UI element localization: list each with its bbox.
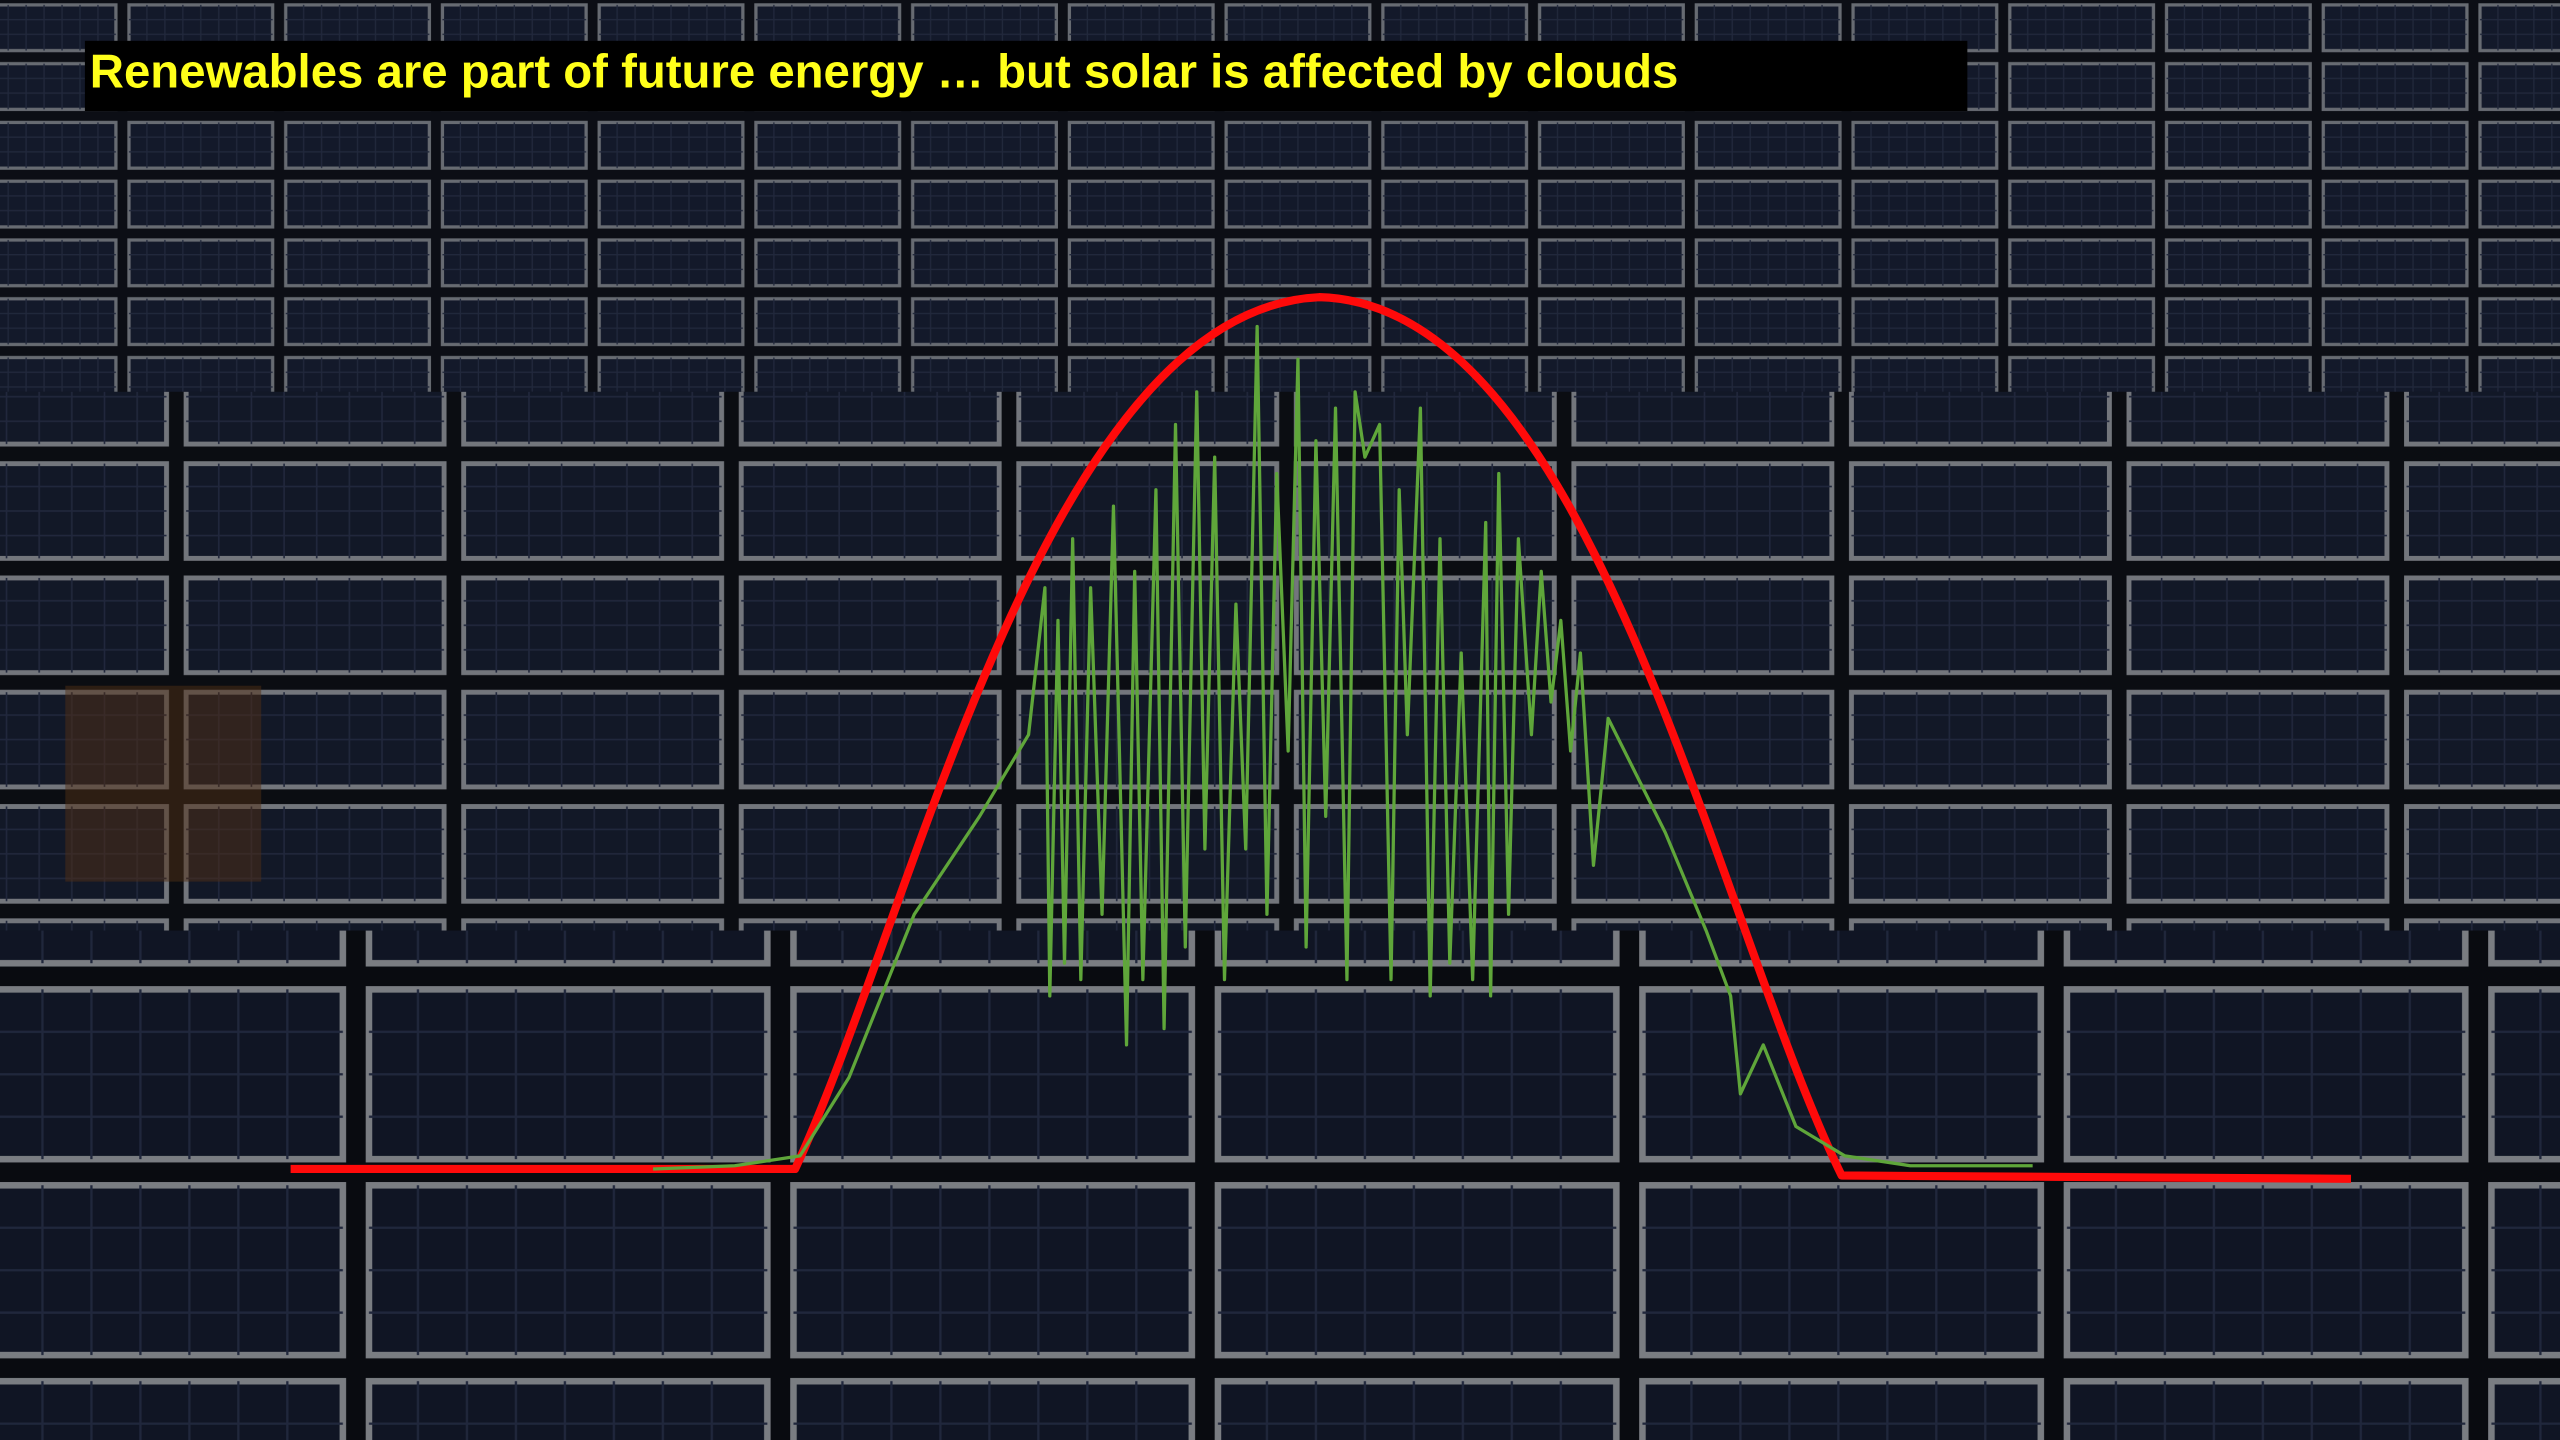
ground (65, 685, 262, 882)
clear-sky-curve (290, 293, 2352, 1183)
title-box (84, 40, 1968, 112)
title: Renewables are part of future energy … b… (90, 46, 1679, 99)
panels-near (0, 930, 2560, 1440)
panels-mid (0, 391, 2560, 931)
cloudy-curve (652, 324, 2033, 1171)
